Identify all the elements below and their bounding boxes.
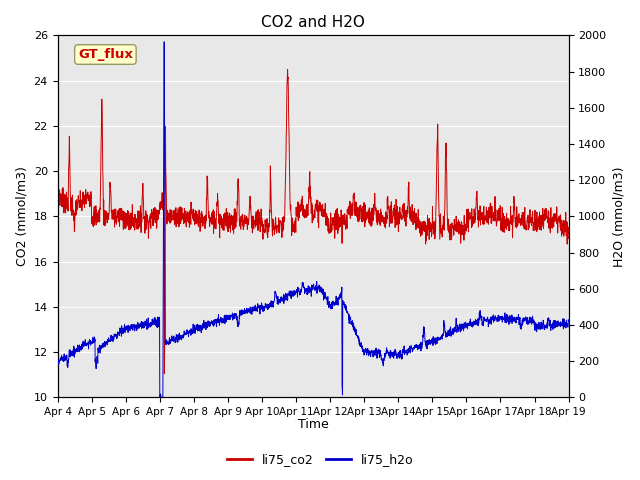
Text: GT_flux: GT_flux (78, 48, 133, 61)
Y-axis label: H2O (mmol/m3): H2O (mmol/m3) (612, 166, 625, 266)
X-axis label: Time: Time (298, 419, 328, 432)
Title: CO2 and H2O: CO2 and H2O (261, 15, 365, 30)
Y-axis label: CO2 (mmol/m3): CO2 (mmol/m3) (15, 167, 28, 266)
Legend: li75_co2, li75_h2o: li75_co2, li75_h2o (221, 448, 419, 471)
